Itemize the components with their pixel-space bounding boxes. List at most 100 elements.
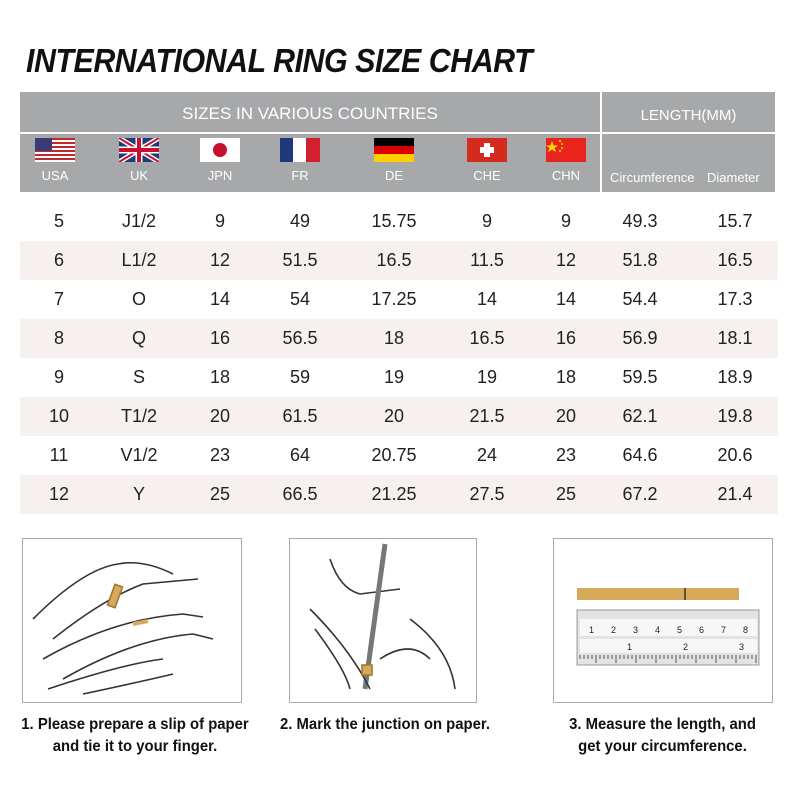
cell-fr: 54 <box>289 289 311 309</box>
col-fr: FR <box>260 138 340 183</box>
cell-circumference: 56.9 <box>622 328 658 348</box>
cell-chn: 12 <box>555 250 577 270</box>
cell-usa: 11 <box>49 445 69 465</box>
ruler-cm-label: 1 <box>589 625 594 635</box>
cell-chn: 23 <box>555 445 577 465</box>
page-title: INTERNATIONAL RING SIZE CHART <box>26 42 533 79</box>
table-row: 11 V1/2 23 64 20.75 24 23 64.6 20.6 <box>20 436 778 475</box>
cell-che: 21.5 <box>469 406 505 426</box>
cell-chn: 16 <box>555 328 577 348</box>
cell-chn: 18 <box>555 367 577 387</box>
cell-diameter: 21.4 <box>717 484 753 504</box>
cell-jpn: 16 <box>209 328 231 348</box>
cell-chn: 9 <box>560 211 571 231</box>
cell-diameter: 20.6 <box>717 445 753 465</box>
country-label: DE <box>384 168 404 183</box>
ruler-cm-label: 7 <box>721 625 726 635</box>
cell-uk: L1/2 <box>121 250 157 270</box>
cell-fr: 66.5 <box>282 484 318 504</box>
cell-usa: 8 <box>53 328 64 348</box>
country-label: JPN <box>207 168 233 183</box>
cell-circumference: 67.2 <box>622 484 658 504</box>
cell-de: 20.75 <box>371 445 417 465</box>
cell-uk: Q <box>131 328 146 348</box>
japan-flag-icon <box>200 138 240 162</box>
country-label: CHE <box>473 168 501 183</box>
length-header: LENGTH(MM) <box>640 107 737 124</box>
switzerland-flag-icon <box>467 138 507 162</box>
cell-de: 19 <box>383 367 405 387</box>
cell-chn: 20 <box>555 406 577 426</box>
cell-de: 18 <box>383 328 405 348</box>
step1-illustration <box>22 538 242 703</box>
cell-circumference: 51.8 <box>622 250 658 270</box>
cell-jpn: 14 <box>209 289 231 309</box>
cell-che: 14 <box>476 289 498 309</box>
cell-usa: 5 <box>53 211 64 231</box>
cell-circumference: 49.3 <box>622 211 658 231</box>
cell-circumference: 59.5 <box>622 367 658 387</box>
cell-diameter: 18.9 <box>717 367 753 387</box>
cell-jpn: 9 <box>214 211 225 231</box>
france-flag-icon <box>280 138 320 162</box>
cell-usa: 9 <box>53 367 64 387</box>
cell-de: 20 <box>383 406 405 426</box>
col-usa: USA <box>15 138 95 183</box>
cell-usa: 7 <box>53 289 64 309</box>
country-label: USA <box>41 168 69 183</box>
cell-jpn: 12 <box>209 250 231 270</box>
ruler-with-paper-icon: 1 2 3 4 5 6 7 8 1 2 3 <box>576 588 760 666</box>
cell-fr: 56.5 <box>282 328 318 348</box>
step3-illustration: 1 2 3 4 5 6 7 8 1 2 3 <box>553 538 773 703</box>
col-chn: CHN <box>526 138 606 183</box>
step3-caption: 3. Measure the length, and get your circu… <box>569 716 756 755</box>
china-flag-icon <box>546 138 586 162</box>
step2-caption: 2. Mark the junction on paper. <box>279 716 491 733</box>
cell-uk: J1/2 <box>121 211 157 231</box>
cell-che: 11.5 <box>470 250 504 270</box>
ruler-inch-label: 3 <box>739 642 744 652</box>
cell-diameter: 17.3 <box>717 289 753 309</box>
cell-uk: T1/2 <box>120 406 158 426</box>
ruler-cm-label: 5 <box>677 625 682 635</box>
ruler-cm-label: 6 <box>699 625 704 635</box>
cell-circumference: 64.6 <box>622 445 658 465</box>
size-table-body: 5 J1/2 9 49 15.75 9 9 49.3 15.7 6 L1/2 12 51.5 16.5 11… <box>20 202 778 514</box>
table-row: 10 T1/2 20 61.5 20 21.5 20 62.1 19.8 <box>20 397 778 436</box>
country-label: FR <box>291 168 309 183</box>
cell-fr: 64 <box>289 445 311 465</box>
cell-che: 27.5 <box>469 484 505 504</box>
divider <box>20 132 775 134</box>
sizes-header: SIZES IN VARIOUS COUNTRIES <box>182 104 438 123</box>
cell-jpn: 20 <box>209 406 231 426</box>
cell-usa: 12 <box>48 484 70 504</box>
ruler-cm-label: 2 <box>611 625 616 635</box>
cell-uk: Y <box>132 484 145 504</box>
cell-fr: 51.5 <box>282 250 318 270</box>
table-row: 7 O 14 54 17.25 14 14 54.4 17.3 <box>20 280 778 319</box>
diameter-label: Diameter <box>707 170 760 185</box>
country-label: UK <box>129 168 149 183</box>
ruler-cm-label: 8 <box>743 625 748 635</box>
cell-fr: 59 <box>289 367 311 387</box>
table-row: 12 Y 25 66.5 21.25 27.5 25 67.2 21.4 <box>20 475 778 514</box>
cell-de: 16.5 <box>376 250 412 270</box>
us-flag-icon <box>35 138 75 162</box>
col-uk: UK <box>99 138 179 183</box>
cell-circumference: 62.1 <box>622 406 658 426</box>
ruler-inch-label: 2 <box>683 642 688 652</box>
cell-uk: S <box>132 367 145 387</box>
cell-uk: V1/2 <box>120 445 158 465</box>
step2-illustration <box>289 538 477 703</box>
table-row: 6 L1/2 12 51.5 16.5 11.5 12 51.8 16.5 <box>20 241 778 280</box>
cell-usa: 6 <box>53 250 64 270</box>
cell-de: 21.25 <box>371 484 417 504</box>
table-row: 8 Q 16 56.5 18 16.5 16 56.9 18.1 <box>20 319 778 358</box>
cell-jpn: 18 <box>209 367 231 387</box>
table-header: SIZES IN VARIOUS COUNTRIES LENGTH(MM) US… <box>20 92 775 192</box>
cell-che: 24 <box>476 445 498 465</box>
country-label: CHN <box>551 168 581 183</box>
circumference-label: Circumference <box>610 170 695 185</box>
cell-de: 17.25 <box>371 289 417 309</box>
ruler-cm-label: 3 <box>633 625 638 635</box>
